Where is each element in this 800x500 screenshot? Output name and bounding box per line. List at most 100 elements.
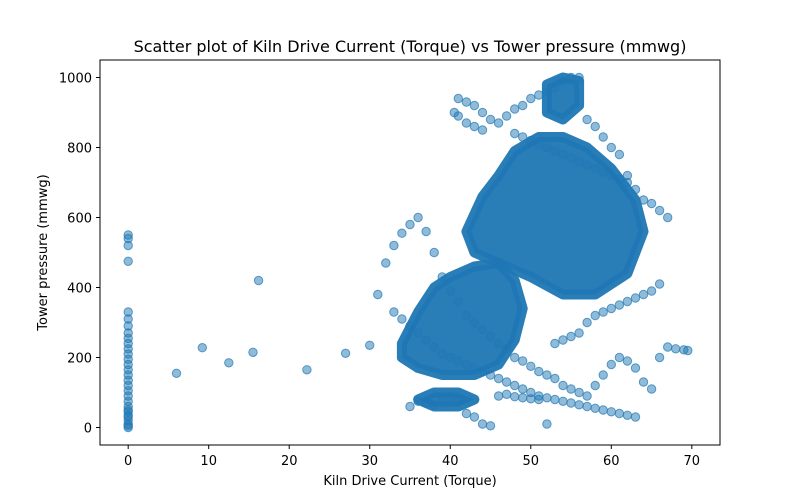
data-point [461, 97, 472, 107]
data-point [248, 347, 258, 357]
data-point [614, 408, 625, 419]
data-point [510, 392, 520, 402]
data-point [397, 228, 407, 238]
y-tick-label: 1000 [59, 72, 92, 87]
y-axis-label: Tower pressure (mmwg) [36, 174, 51, 331]
data-point [542, 419, 552, 429]
data-point [501, 389, 512, 399]
data-point [574, 328, 584, 338]
data-point [566, 331, 576, 342]
x-tick-label: 30 [361, 454, 378, 469]
data-point [302, 365, 312, 375]
data-point [550, 373, 560, 384]
x-tick-label: 0 [124, 454, 132, 469]
data-point [224, 358, 234, 368]
point-cloud [396, 258, 528, 380]
data-point [123, 407, 133, 417]
data-point [646, 198, 657, 209]
data-point [469, 412, 480, 422]
data-point [477, 419, 488, 429]
point-clouds [396, 72, 649, 412]
data-point [365, 340, 375, 350]
data-point [646, 286, 657, 296]
data-point [683, 345, 693, 356]
data-point [542, 370, 552, 380]
data-point [654, 352, 665, 363]
data-point [590, 121, 600, 132]
data-point [518, 100, 528, 111]
data-point [123, 307, 133, 317]
point-cloud [541, 72, 585, 125]
data-point [493, 391, 504, 401]
data-point [574, 400, 584, 410]
data-point [501, 377, 512, 387]
data-point [493, 373, 504, 384]
data-point [405, 219, 415, 230]
data-point [534, 366, 544, 377]
data-point [606, 303, 616, 314]
data-point [614, 300, 625, 310]
data-point [340, 348, 351, 358]
data-point [606, 407, 616, 417]
x-tick-label: 20 [281, 454, 298, 469]
chart-title: Scatter plot of Kiln Drive Current (Torq… [134, 37, 687, 56]
y-tick-label: 600 [67, 212, 92, 227]
data-point [510, 128, 520, 139]
data-point [630, 363, 641, 373]
data-point [510, 104, 520, 114]
data-point [526, 361, 536, 371]
data-point [654, 279, 665, 289]
data-point [429, 247, 439, 258]
x-tick-label: 50 [523, 454, 540, 469]
data-point [526, 387, 536, 398]
data-point [381, 258, 391, 268]
data-point [622, 410, 633, 420]
data-point [590, 403, 600, 413]
data-point [606, 359, 616, 370]
data-point [469, 100, 480, 111]
data-point [413, 212, 423, 223]
data-point [590, 380, 600, 391]
data-point [123, 421, 133, 431]
data-point [123, 230, 133, 240]
x-tick-label: 40 [442, 454, 459, 469]
data-point [566, 384, 576, 394]
data-point [123, 256, 133, 266]
data-point [389, 240, 399, 251]
data-point [550, 394, 560, 405]
y-tick-label: 0 [84, 422, 92, 437]
data-point [461, 408, 472, 419]
data-point [622, 356, 633, 366]
data-point [518, 393, 528, 403]
x-axis-label: Kiln Drive Current (Torque) [323, 474, 496, 489]
x-axis-ticks: 0 10 20 30 40 50 60 70 [124, 445, 700, 469]
point-cloud [413, 387, 480, 412]
data-point [630, 412, 641, 422]
data-point [485, 114, 496, 125]
data-point [197, 343, 208, 353]
data-point [630, 293, 641, 303]
data-point [590, 310, 600, 321]
data-point [574, 387, 584, 398]
data-point [518, 356, 528, 366]
data-point [598, 405, 608, 415]
data-point [469, 121, 480, 132]
y-tick-label: 400 [67, 282, 92, 297]
data-point [253, 275, 264, 286]
data-point [671, 344, 681, 354]
point-cloud [461, 132, 649, 300]
data-point [582, 401, 592, 412]
data-point [510, 380, 520, 391]
data-point [373, 289, 383, 300]
data-point [389, 307, 399, 317]
y-tick-label: 800 [67, 142, 92, 157]
data-point [534, 391, 544, 401]
data-point [606, 142, 616, 153]
data-point [598, 370, 608, 380]
data-point [485, 421, 496, 431]
x-tick-label: 10 [200, 454, 217, 469]
data-point [582, 114, 592, 125]
y-axis-ticks: 0 200 400 600 800 1000 [59, 72, 100, 437]
data-point [614, 149, 625, 160]
